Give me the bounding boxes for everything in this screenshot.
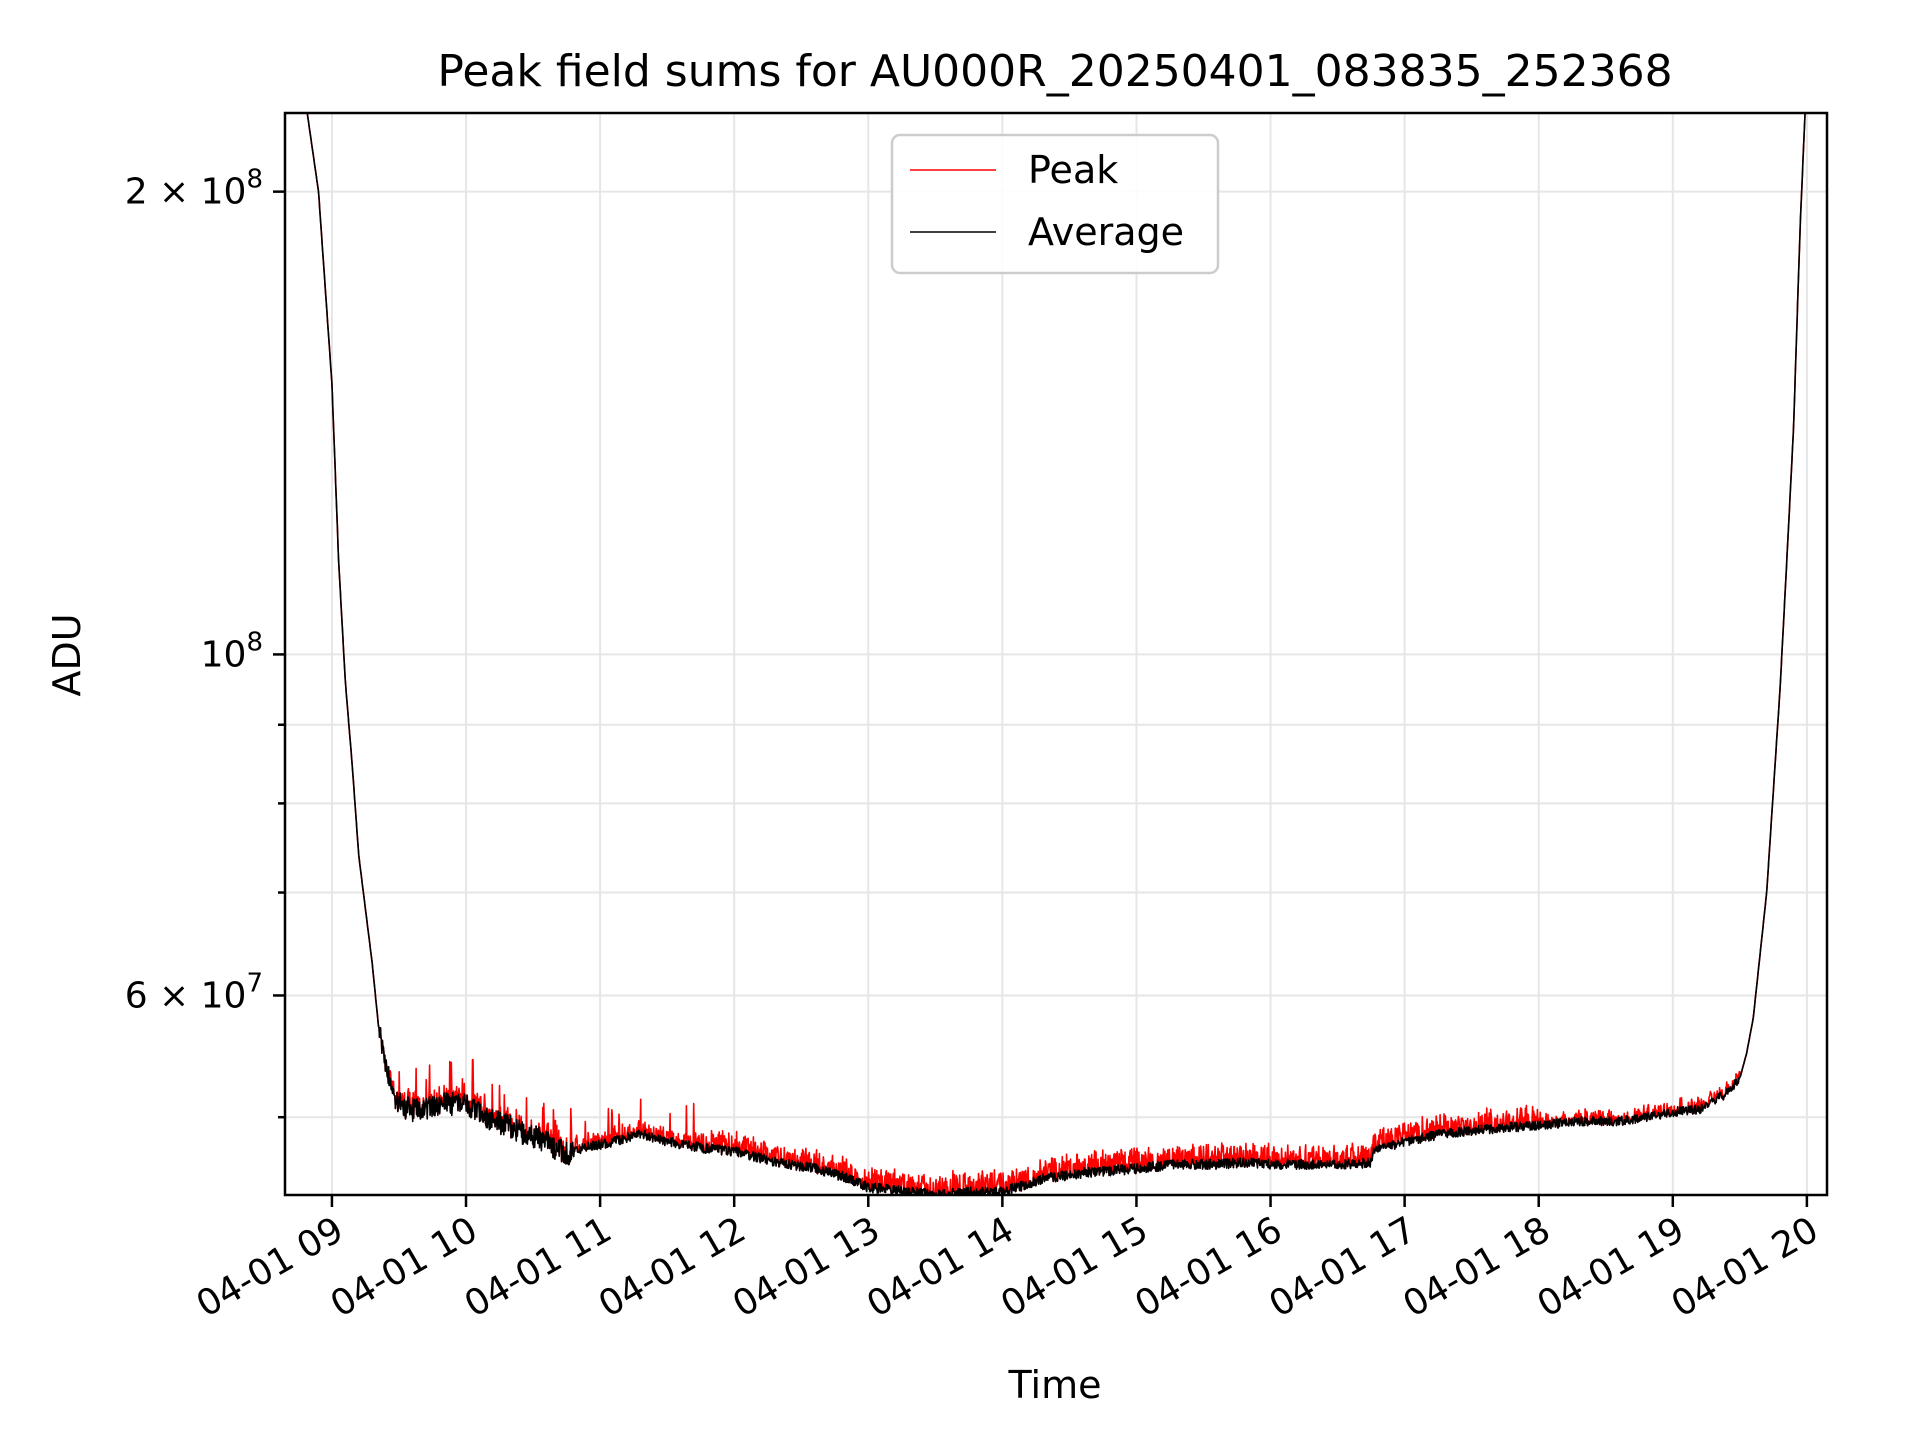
x-tick-label: 04-01 10	[324, 1209, 485, 1325]
x-tick-label: 04-01 19	[1531, 1209, 1692, 1325]
y-axis: 108 2 × 108 6 × 107	[125, 165, 285, 1119]
y-tick-label: 6 × 107	[125, 968, 263, 1016]
x-tick-label: 04-01 20	[1665, 1209, 1826, 1325]
y-tick-label: 2 × 108	[125, 165, 263, 213]
chart-title: Peak field sums for AU000R_20250401_0838…	[437, 46, 1672, 97]
legend: Peak Average	[890, 133, 1220, 275]
x-tick-label: 04-01 16	[1128, 1209, 1289, 1325]
x-tick-label: 04-01 17	[1262, 1209, 1423, 1325]
x-tick-label: 04-01 14	[860, 1209, 1021, 1325]
x-tick-label: 04-01 12	[592, 1209, 753, 1325]
grid	[285, 113, 1827, 1195]
legend-label-peak: Peak	[1028, 148, 1118, 192]
x-tick-label: 04-01 09	[190, 1209, 351, 1325]
x-axis-label: Time	[1008, 1363, 1102, 1407]
y-axis-label: ADU	[45, 613, 89, 696]
y-tick-label: 108	[201, 627, 263, 675]
x-tick-label: 04-01 13	[726, 1209, 887, 1325]
legend-label-average: Average	[1028, 210, 1184, 254]
x-tick-label: 04-01 18	[1397, 1209, 1558, 1325]
x-tick-label: 04-01 11	[458, 1209, 619, 1325]
x-tick-label: 04-01 15	[994, 1209, 1155, 1325]
series-line-average	[306, 113, 1806, 1195]
